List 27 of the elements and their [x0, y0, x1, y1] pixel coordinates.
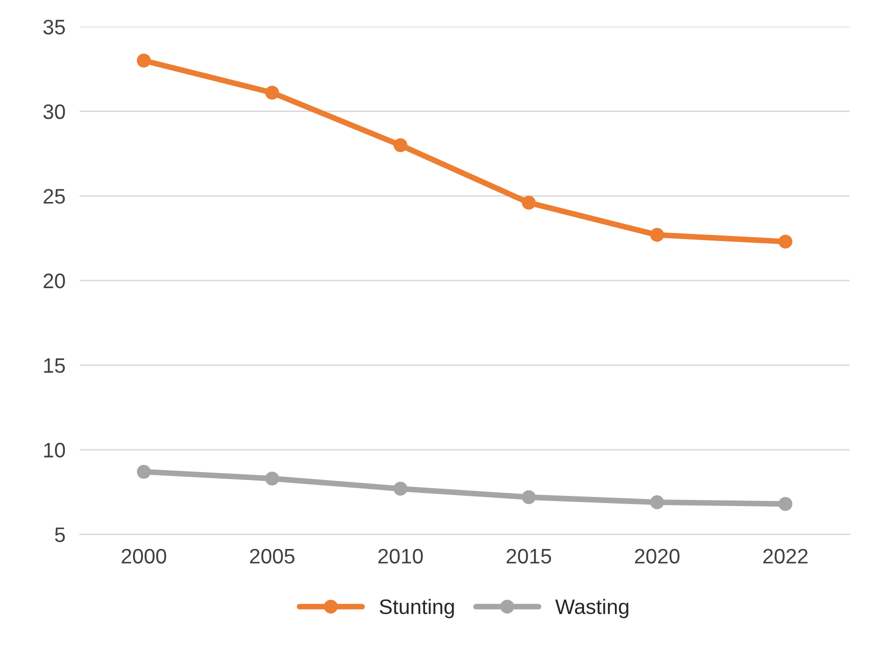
- point: [136, 464, 151, 479]
- point: [778, 496, 792, 511]
- x-tick-label: 2005: [250, 548, 294, 564]
- y-tick-label: 30: [43, 104, 65, 120]
- point: [650, 228, 664, 242]
- point: [778, 234, 792, 249]
- point: [394, 138, 408, 152]
- y-tick-label: 20: [44, 274, 65, 288]
- point: [265, 472, 280, 486]
- point: [265, 86, 280, 100]
- y-tick-label: 10: [44, 442, 65, 458]
- x-tick-label: 2000: [122, 548, 166, 564]
- point: [394, 482, 408, 496]
- point: [522, 196, 536, 210]
- y-tick-label: 25: [44, 188, 65, 204]
- x-tick-label: 2015: [506, 548, 552, 564]
- x-tick-label: 2022: [763, 548, 808, 564]
- y-tick-label: 15: [44, 358, 65, 373]
- x-tick-label: 2010: [378, 548, 423, 564]
- point: [650, 495, 664, 510]
- legend-label: Stunting: [380, 598, 454, 618]
- y-tick-label: 35: [43, 20, 65, 34]
- point: [522, 490, 536, 504]
- legend-label: Wasting: [555, 598, 628, 618]
- x-tick-label: 2020: [634, 548, 680, 564]
- point: [136, 54, 151, 68]
- y-tick-label: 5: [55, 528, 65, 542]
